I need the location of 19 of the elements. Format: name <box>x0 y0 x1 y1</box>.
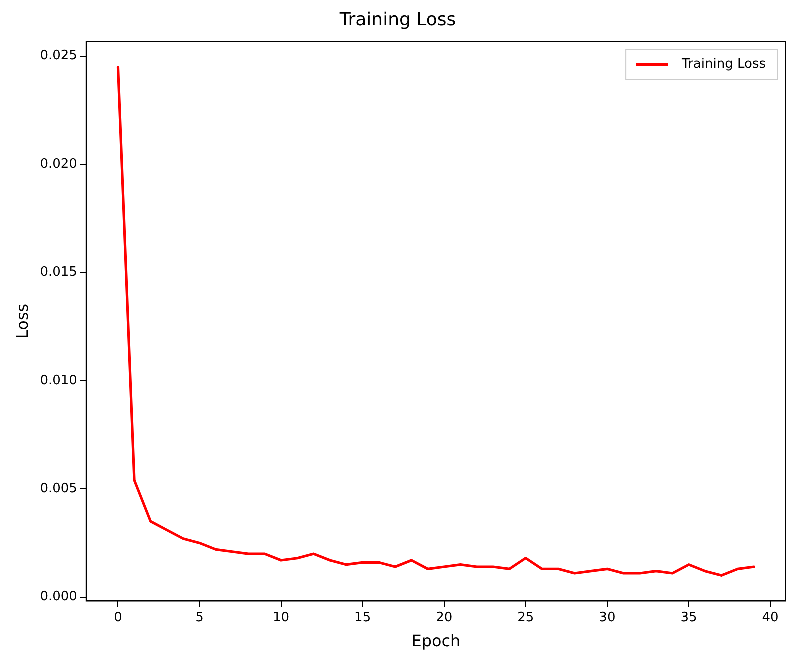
x-tick-label: 40 <box>762 610 779 626</box>
x-tick-label: 35 <box>680 610 698 626</box>
legend-label: Training Loss <box>681 56 766 72</box>
x-tick-label: 15 <box>354 610 372 626</box>
chart-title: Training Loss <box>338 9 456 30</box>
x-tick-label: 5 <box>196 610 204 626</box>
y-axis-title: Loss <box>12 304 32 339</box>
x-axis-title: Epoch <box>412 632 461 651</box>
x-tick-label: 30 <box>599 610 616 626</box>
x-tick-label: 10 <box>273 610 290 626</box>
y-tick-label: 0.010 <box>40 373 78 388</box>
y-tick-label: 0.025 <box>40 48 78 64</box>
x-tick-label: 25 <box>518 610 534 626</box>
y-tick-label: 0.005 <box>40 481 78 496</box>
y-tick-label: 0.020 <box>40 156 78 172</box>
x-tick-label: 0 <box>114 610 122 626</box>
x-tick-label: 20 <box>436 610 453 626</box>
y-tick-label: 0.000 <box>40 590 78 605</box>
y-tick-label: 0.015 <box>40 265 78 280</box>
